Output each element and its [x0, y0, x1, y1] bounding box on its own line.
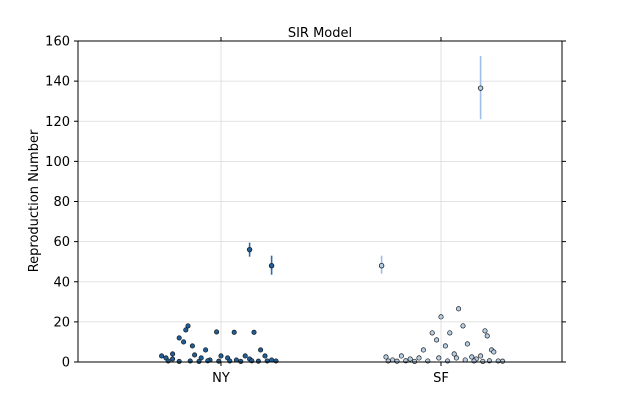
- data-point: [429, 330, 435, 336]
- data-point: [258, 347, 264, 353]
- error-bar-point: [268, 263, 275, 269]
- data-point: [183, 327, 189, 333]
- data-point: [491, 349, 497, 355]
- data-point: [170, 351, 176, 357]
- data-point: [189, 343, 195, 349]
- data-point: [495, 358, 501, 364]
- y-tick-label: 60: [53, 235, 70, 250]
- y-tick-label: 100: [45, 155, 70, 170]
- data-point: [187, 358, 193, 364]
- data-point: [425, 358, 431, 364]
- axis-layer: 0 20 40 60 80 100 120 140 160 NY SF: [45, 35, 566, 386]
- y-tick-label: 140: [45, 75, 70, 90]
- data-point: [214, 329, 220, 335]
- data-point: [412, 358, 418, 364]
- data-point: [218, 353, 224, 359]
- y-tick-label: 40: [53, 275, 70, 290]
- data-point: [434, 337, 440, 343]
- y-tick-label: 0: [62, 356, 70, 371]
- data-point: [394, 358, 400, 364]
- data-point: [385, 358, 391, 364]
- data-point: [216, 358, 222, 364]
- chart-title: SIR Model: [288, 26, 352, 41]
- data-point: [176, 358, 182, 364]
- data-point: [238, 358, 244, 364]
- x-tick-label: SF: [433, 371, 449, 386]
- data-point: [451, 351, 457, 357]
- data-point: [469, 354, 475, 360]
- data-point: [203, 347, 209, 353]
- error-bar-point: [477, 85, 484, 91]
- data-point: [407, 356, 413, 362]
- data-point: [398, 353, 404, 359]
- data-point: [456, 306, 462, 312]
- y-tick-label: 120: [45, 115, 70, 130]
- data-point: [159, 353, 165, 359]
- data-point: [242, 353, 248, 359]
- data-point: [227, 358, 233, 364]
- data-point: [255, 358, 261, 364]
- data-point: [480, 358, 486, 364]
- data-point: [420, 347, 426, 353]
- data-point: [436, 355, 442, 361]
- data-point: [264, 358, 270, 364]
- data-point: [482, 328, 488, 334]
- data-point: [262, 353, 268, 359]
- data-point: [181, 339, 187, 345]
- data-point: [273, 358, 279, 364]
- y-axis-label: Reproduction Number: [27, 129, 42, 272]
- data-point: [471, 358, 477, 364]
- data-point: [484, 333, 490, 339]
- y-tick-label: 160: [45, 35, 70, 50]
- data-point: [438, 314, 444, 320]
- data-point: [464, 341, 470, 347]
- data-point: [185, 323, 191, 329]
- data-point: [460, 323, 466, 329]
- data-point: [447, 330, 453, 336]
- error-bar-point: [246, 246, 253, 253]
- data-point: [383, 354, 389, 360]
- grid-layer: [78, 40, 562, 363]
- data-point: [442, 343, 448, 349]
- y-tick-label: 20: [53, 315, 70, 330]
- data-point: [176, 335, 182, 341]
- data-point: [251, 329, 257, 335]
- y-tick-label: 80: [53, 195, 70, 210]
- error-bar-point: [378, 263, 385, 269]
- data-point: [231, 329, 237, 335]
- data-layer: [159, 56, 506, 364]
- data-point: [453, 355, 459, 361]
- data-point: [192, 352, 198, 358]
- data-point: [165, 358, 171, 364]
- data-point: [196, 358, 202, 364]
- data-point: [445, 358, 451, 364]
- x-tick-label: NY: [212, 371, 230, 386]
- data-point: [416, 355, 422, 361]
- data-point: [170, 356, 176, 362]
- data-point: [500, 358, 506, 364]
- data-point: [478, 353, 484, 359]
